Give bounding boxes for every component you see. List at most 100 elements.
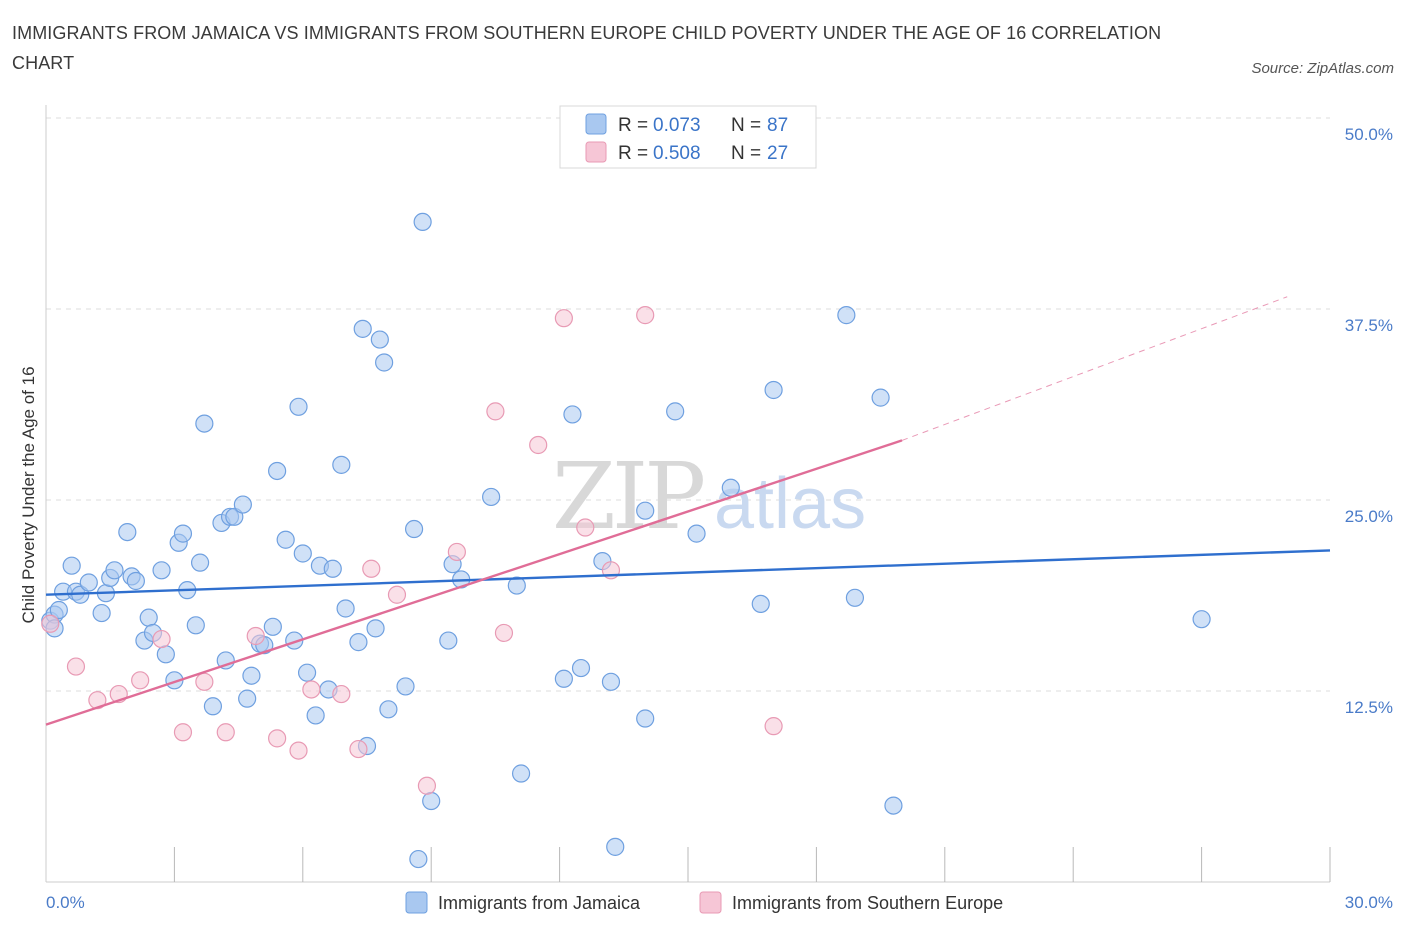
point-jamaica xyxy=(152,561,171,580)
point-southern-europe xyxy=(576,518,595,537)
point-jamaica xyxy=(379,700,398,719)
point-jamaica xyxy=(105,561,124,580)
source-label: Source: ZipAtlas.com xyxy=(1251,60,1394,77)
y-tick-label: 37.5% xyxy=(1345,316,1393,335)
point-jamaica xyxy=(276,530,295,549)
chart-title: IMMIGRANTS FROM JAMAICA VS IMMIGRANTS FR… xyxy=(12,23,1162,73)
point-jamaica xyxy=(233,495,252,514)
point-jamaica xyxy=(195,414,214,433)
point-southern-europe xyxy=(246,626,265,646)
point-jamaica xyxy=(79,573,98,592)
point-southern-europe xyxy=(554,309,573,328)
axes: 12.5% 25.0% 37.5% 50.0% xyxy=(45,105,1393,883)
point-southern-europe xyxy=(195,672,214,691)
point-jamaica xyxy=(606,837,625,856)
legend-n-label-jamaica: N = xyxy=(731,115,761,136)
point-southern-europe xyxy=(41,614,60,633)
legend-n-value-jamaica: 87 xyxy=(767,115,788,136)
point-jamaica xyxy=(601,672,621,691)
point-jamaica xyxy=(482,487,501,507)
point-southern-europe xyxy=(764,717,783,736)
point-jamaica xyxy=(336,599,355,618)
point-jamaica xyxy=(404,519,424,539)
y-axis-title: Child Poverty Under the Age of 16 xyxy=(19,366,38,623)
point-jamaica xyxy=(511,764,531,783)
point-southern-europe xyxy=(66,657,86,676)
point-jamaica xyxy=(422,791,441,811)
point-southern-europe xyxy=(529,435,548,455)
point-jamaica xyxy=(370,330,389,349)
point-jamaica xyxy=(297,663,317,682)
point-southern-europe xyxy=(216,723,235,742)
bottom-legend-swatch-jamaica xyxy=(405,891,428,914)
point-southern-europe xyxy=(289,741,308,760)
point-southern-europe xyxy=(494,623,514,643)
point-southern-europe xyxy=(387,585,407,604)
point-jamaica xyxy=(751,594,770,614)
point-jamaica xyxy=(636,501,655,520)
point-jamaica xyxy=(396,677,415,696)
point-jamaica xyxy=(353,319,372,338)
point-southern-europe xyxy=(131,671,150,690)
point-jamaica xyxy=(49,600,68,620)
watermark: ZIP atlas xyxy=(552,443,866,550)
point-jamaica xyxy=(349,633,368,652)
point-jamaica xyxy=(156,645,175,664)
point-jamaica xyxy=(263,617,282,636)
point-jamaica xyxy=(1192,610,1211,629)
point-jamaica xyxy=(118,522,137,542)
point-jamaica xyxy=(92,603,111,623)
watermark-zip: ZIP xyxy=(552,443,703,550)
point-jamaica xyxy=(439,631,458,650)
legend-r-label-southern-europe: R = xyxy=(618,143,648,164)
x-tick-label-max: 30.0% xyxy=(1345,893,1393,912)
point-southern-europe xyxy=(349,739,368,759)
bottom-legend: Immigrants from Jamaica Immigrants from … xyxy=(405,891,1003,914)
point-jamaica xyxy=(366,619,385,638)
point-jamaica xyxy=(563,405,582,424)
point-jamaica xyxy=(62,556,81,575)
point-jamaica xyxy=(409,849,428,869)
point-jamaica xyxy=(289,397,308,416)
bottom-legend-label-jamaica: Immigrants from Jamaica xyxy=(438,893,641,913)
point-jamaica xyxy=(845,588,865,607)
top-legend: R = 0.073 N = 87 R = 0.508 N = 27 xyxy=(559,105,817,169)
point-jamaica xyxy=(139,608,158,627)
point-jamaica xyxy=(636,709,655,728)
point-jamaica xyxy=(764,380,783,400)
point-jamaica xyxy=(173,524,193,543)
point-jamaica xyxy=(413,212,432,232)
point-jamaica xyxy=(375,353,394,372)
point-southern-europe xyxy=(486,402,505,421)
point-jamaica xyxy=(186,616,205,635)
legend-n-label-southern-europe: N = xyxy=(731,143,761,164)
scatter-points xyxy=(41,212,1211,869)
y-tick-label: 25.0% xyxy=(1345,507,1393,526)
trend-line-southern-europe xyxy=(45,439,903,726)
point-southern-europe xyxy=(332,684,351,704)
point-southern-europe xyxy=(173,723,193,742)
legend-swatch-jamaica xyxy=(585,113,607,135)
point-jamaica xyxy=(687,524,706,543)
point-jamaica xyxy=(571,658,591,678)
bottom-legend-label-southern-europe: Immigrants from Southern Europe xyxy=(732,893,1003,913)
grid-lines xyxy=(46,117,1330,692)
point-jamaica xyxy=(666,402,685,421)
y-tick-label: 12.5% xyxy=(1345,698,1393,717)
point-jamaica xyxy=(323,559,342,578)
point-jamaica xyxy=(126,571,145,591)
y-tick-label: 50.0% xyxy=(1345,125,1393,144)
point-jamaica xyxy=(268,461,287,481)
trend-line-jamaica xyxy=(45,549,1331,596)
point-jamaica xyxy=(293,544,312,563)
point-jamaica xyxy=(332,455,351,474)
point-jamaica xyxy=(837,306,856,325)
point-jamaica xyxy=(507,576,526,595)
point-jamaica xyxy=(242,666,261,685)
point-jamaica xyxy=(554,669,573,688)
point-jamaica xyxy=(306,706,325,725)
point-southern-europe xyxy=(447,542,466,562)
watermark-atlas: atlas xyxy=(714,464,866,544)
trend-line-southern-europe-extension xyxy=(901,296,1288,441)
point-southern-europe xyxy=(417,776,437,795)
